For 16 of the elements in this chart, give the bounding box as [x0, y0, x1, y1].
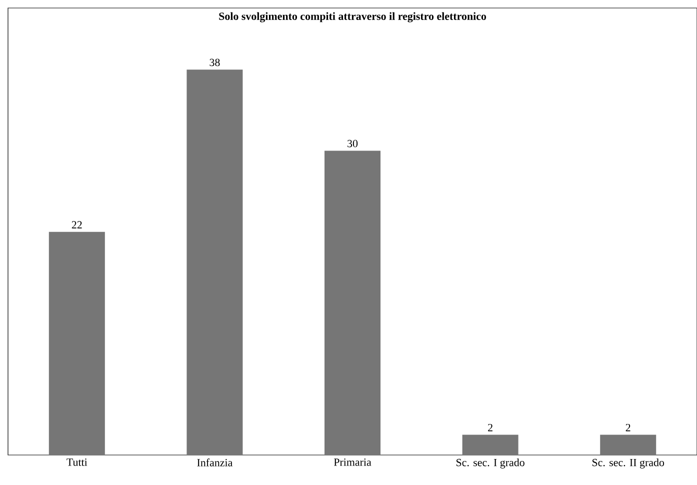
- data-label: 22: [72, 221, 82, 228]
- x-tick-label: Sc. sec. II grado: [592, 458, 664, 468]
- x-tick-label: Infanzia: [197, 458, 233, 466]
- data-label: 38: [210, 58, 220, 66]
- chart-title: Solo svolgimento compiti attraverso il registro elettronico: [219, 12, 486, 22]
- data-label: 2: [626, 424, 630, 432]
- x-tick-label: Sc. sec. I grado: [456, 458, 524, 468]
- x-tick-label: Tutti: [66, 458, 88, 466]
- bar: [324, 150, 381, 455]
- bar: [186, 70, 243, 455]
- bar: [600, 434, 656, 455]
- bar: [462, 434, 518, 455]
- data-label: 2: [488, 424, 492, 432]
- bar: [48, 232, 105, 455]
- x-tick-label: Primaria: [334, 458, 372, 466]
- data-label: 30: [348, 140, 358, 148]
